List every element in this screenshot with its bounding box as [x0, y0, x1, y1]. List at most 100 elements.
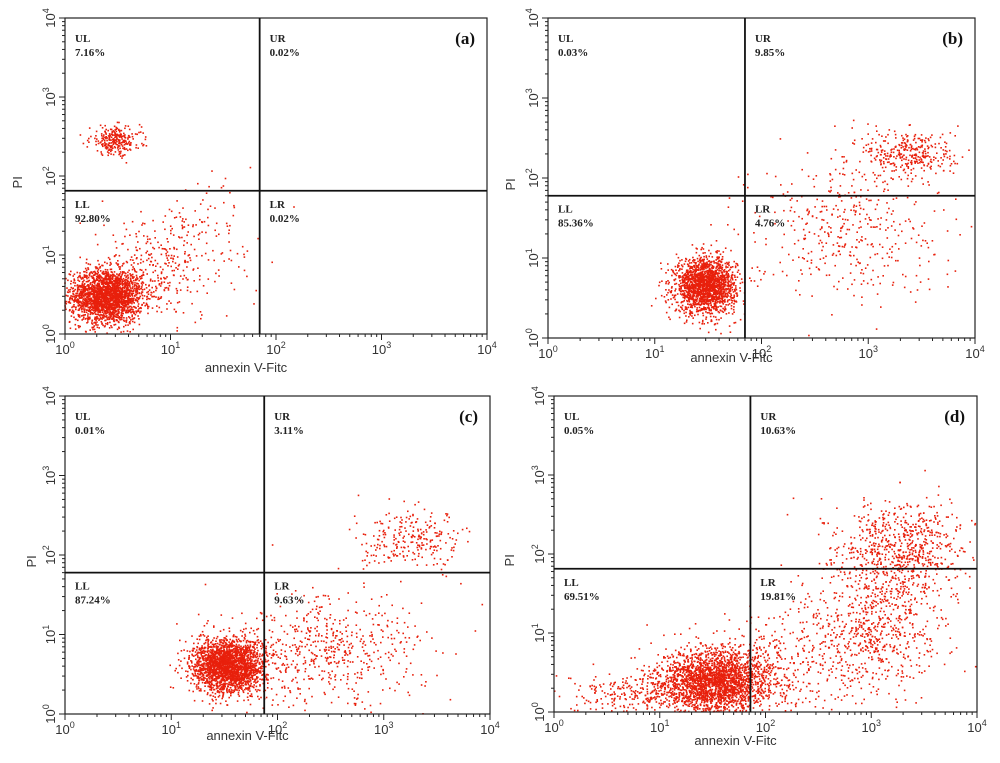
data-point	[135, 233, 137, 235]
data-point	[108, 292, 110, 294]
data-point	[141, 269, 143, 271]
data-point	[102, 315, 104, 317]
data-point	[685, 287, 687, 289]
data-point	[79, 272, 81, 274]
data-point	[712, 256, 714, 258]
data-point	[679, 268, 681, 270]
data-point	[93, 290, 95, 292]
data-point	[721, 298, 723, 300]
data-point	[101, 297, 103, 299]
data-point	[120, 295, 122, 297]
data-point	[931, 134, 933, 136]
data-point	[685, 312, 687, 314]
data-point	[689, 259, 691, 261]
data-point	[866, 144, 868, 146]
y-tick-label: 103	[41, 87, 58, 106]
data-point	[706, 296, 708, 298]
data-point	[702, 268, 704, 270]
y-tick-label: 101	[41, 245, 58, 264]
data-point	[103, 306, 105, 308]
data-point	[86, 278, 88, 280]
data-point	[228, 229, 230, 231]
data-point	[82, 281, 84, 283]
data-point	[944, 141, 946, 143]
data-point	[189, 257, 191, 259]
data-point	[172, 261, 174, 263]
data-point	[106, 282, 108, 284]
data-point	[725, 304, 727, 306]
data-point	[725, 263, 727, 265]
data-point	[100, 305, 102, 307]
data-point	[126, 142, 128, 144]
data-point	[680, 286, 682, 288]
data-point	[162, 221, 164, 223]
data-point	[221, 187, 223, 189]
data-point	[151, 287, 153, 289]
data-point	[688, 287, 690, 289]
data-point	[701, 284, 703, 286]
data-point	[98, 140, 100, 142]
data-point	[102, 265, 104, 267]
data-point	[201, 314, 203, 316]
data-point	[127, 306, 129, 308]
data-point	[709, 273, 711, 275]
data-point	[715, 293, 717, 295]
data-point	[914, 136, 916, 138]
data-point	[199, 233, 201, 235]
data-point	[699, 328, 701, 330]
data-point	[103, 317, 105, 319]
data-point	[128, 289, 130, 291]
data-point	[898, 150, 900, 152]
data-point	[146, 260, 148, 262]
data-point	[125, 279, 127, 281]
data-point	[128, 142, 130, 144]
data-point	[80, 277, 82, 279]
data-point	[103, 279, 105, 281]
data-point	[161, 254, 163, 256]
data-point	[665, 300, 667, 302]
data-point	[85, 290, 87, 292]
data-point	[140, 276, 142, 278]
data-point	[132, 288, 134, 290]
data-point	[89, 284, 91, 286]
data-point	[901, 153, 903, 155]
data-point	[710, 309, 712, 311]
data-point	[83, 143, 85, 145]
data-point	[135, 299, 137, 301]
data-point	[146, 243, 148, 245]
data-point	[73, 282, 75, 284]
data-point	[132, 274, 134, 276]
data-point	[905, 146, 907, 148]
data-point	[102, 127, 104, 129]
data-point	[928, 184, 930, 186]
data-point	[683, 310, 685, 312]
data-point	[716, 319, 718, 321]
data-point	[671, 286, 673, 288]
data-point	[732, 277, 734, 279]
data-point	[680, 288, 682, 290]
data-point	[675, 310, 677, 312]
data-point	[717, 285, 719, 287]
data-point	[100, 317, 102, 319]
data-point	[718, 250, 720, 252]
data-point	[692, 276, 694, 278]
data-point	[723, 292, 725, 294]
data-point	[166, 255, 168, 257]
data-point	[183, 221, 185, 223]
data-point	[127, 278, 129, 280]
data-point	[688, 316, 690, 318]
data-point	[715, 329, 717, 331]
data-point	[170, 233, 172, 235]
data-point	[73, 304, 75, 306]
data-point	[688, 298, 690, 300]
data-point	[70, 289, 72, 291]
data-point	[119, 291, 121, 293]
data-point	[672, 270, 674, 272]
data-point	[895, 169, 897, 171]
data-point	[716, 283, 718, 285]
data-point	[685, 315, 687, 317]
data-point	[129, 331, 131, 333]
data-point	[140, 311, 142, 313]
data-point	[142, 298, 144, 300]
data-point	[690, 297, 692, 299]
